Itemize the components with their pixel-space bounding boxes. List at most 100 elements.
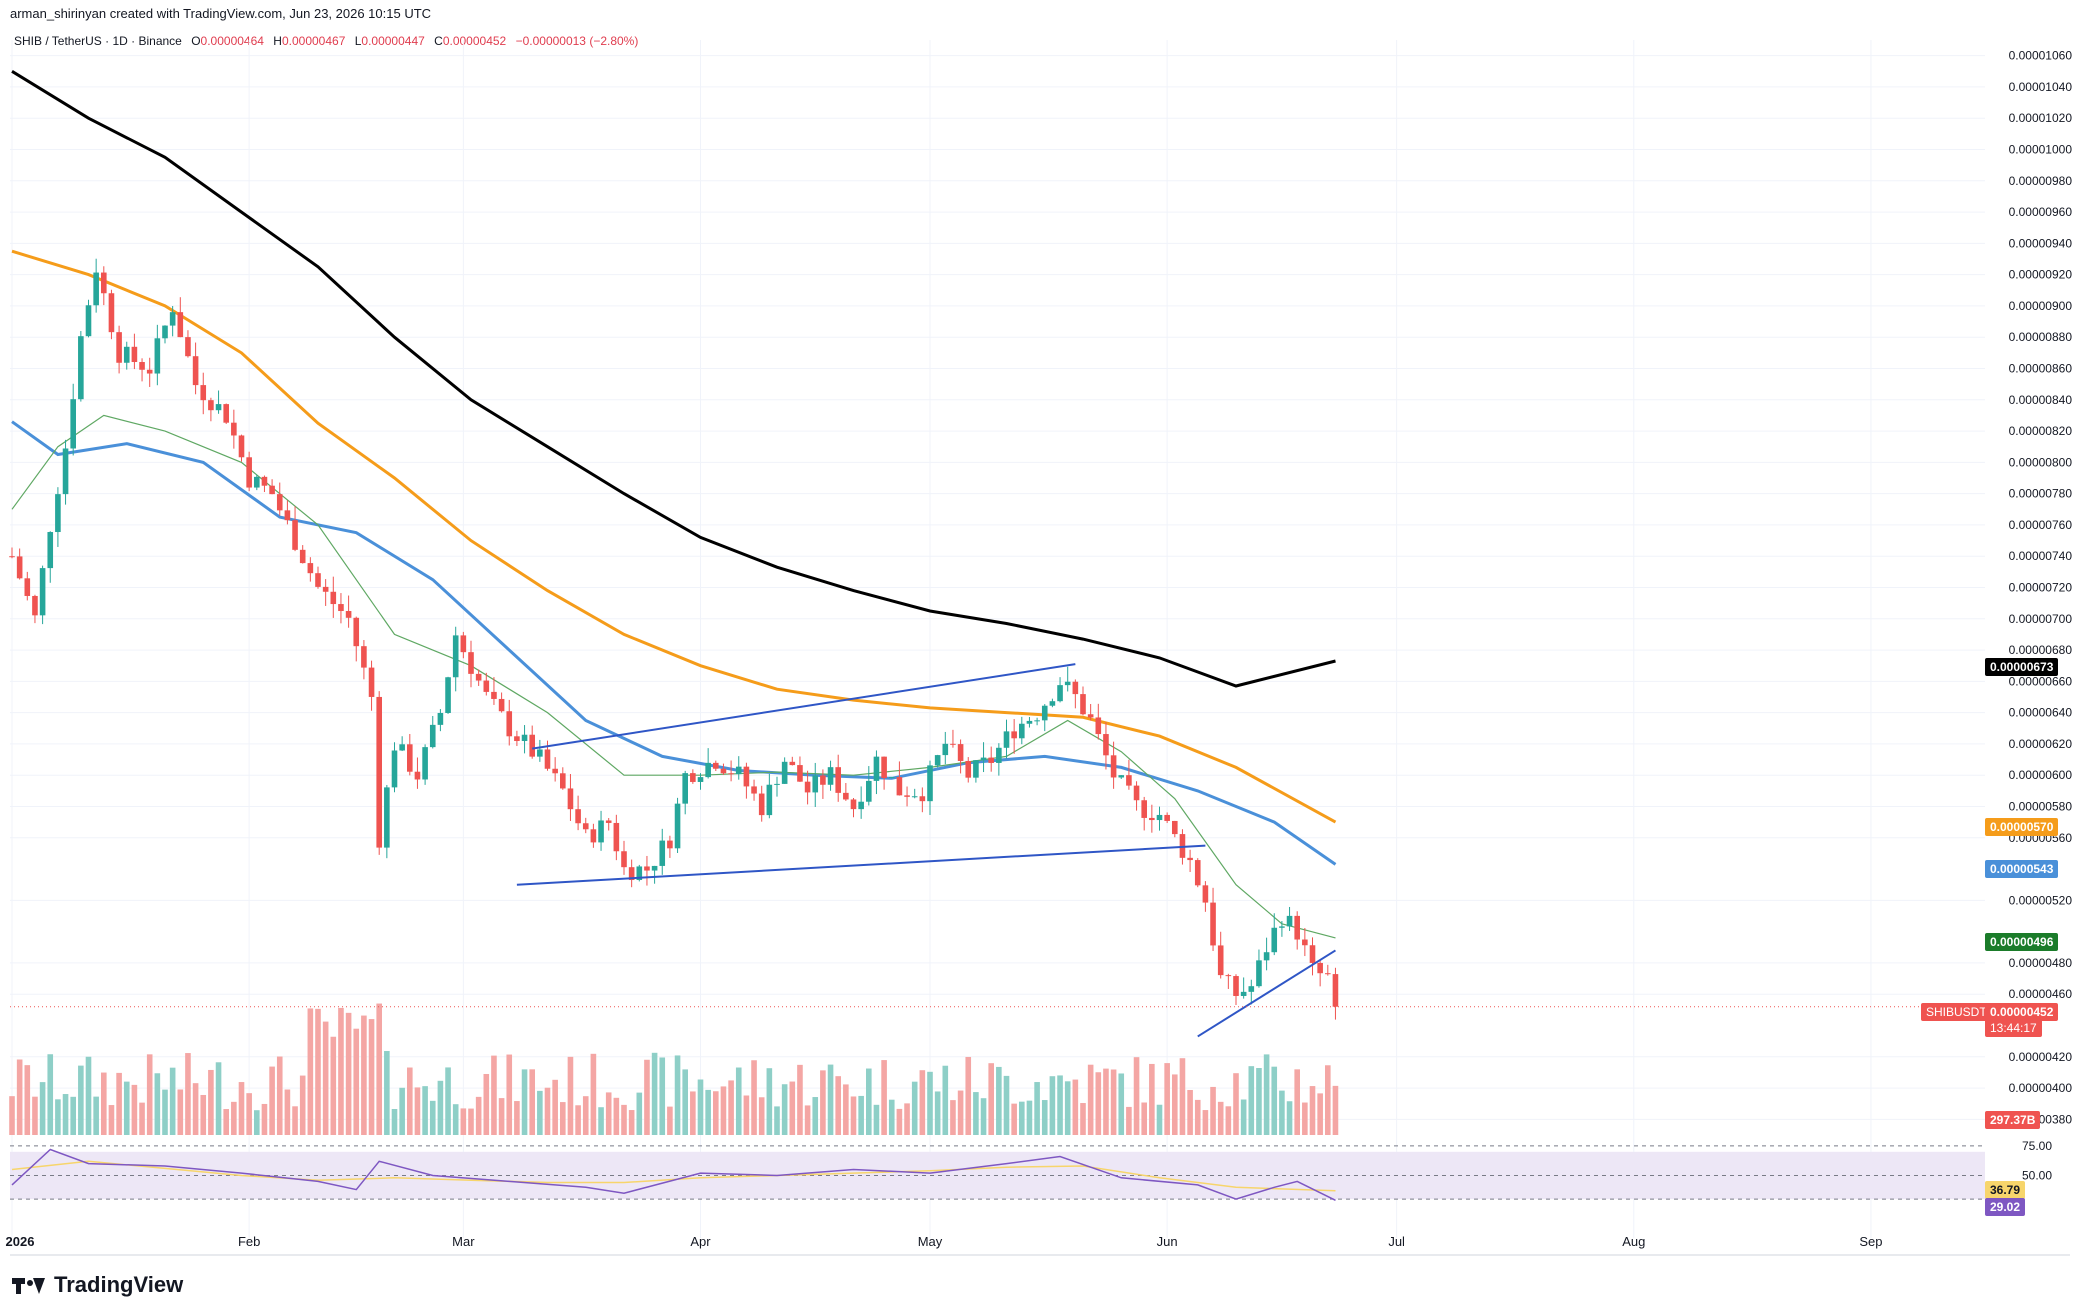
- candle-body: [544, 749, 551, 769]
- ma20-price-tag: 0.00000496: [1985, 933, 2059, 951]
- y-axis-tick-label: 0.00001000: [2009, 143, 2073, 157]
- candle-body: [1332, 974, 1339, 1007]
- volume-bar: [1118, 1073, 1125, 1135]
- candle-body: [789, 761, 796, 766]
- volume-bar: [169, 1067, 176, 1135]
- volume-bar: [368, 1019, 375, 1135]
- volume-bar: [445, 1067, 451, 1135]
- candle-body: [1279, 926, 1285, 928]
- chart-credit: arman_shirinyan created with TradingView…: [10, 6, 432, 21]
- volume-bar: [690, 1091, 696, 1135]
- volume-bar: [988, 1063, 994, 1135]
- volume-bar: [644, 1059, 650, 1135]
- candle-body: [475, 673, 482, 681]
- volume-bar: [1309, 1086, 1316, 1135]
- candle-body: [1164, 814, 1170, 821]
- volume-bar: [789, 1081, 796, 1135]
- volume-bar: [1225, 1106, 1232, 1135]
- volume-bar: [246, 1093, 252, 1135]
- candle-body: [1149, 817, 1155, 821]
- candle-body: [1156, 814, 1163, 821]
- low-label: L: [354, 34, 362, 48]
- candle-body: [269, 485, 275, 495]
- candle-body: [261, 476, 268, 486]
- countdown-tag: 13:44:17: [1985, 1019, 2042, 1037]
- volume-bar: [858, 1095, 864, 1135]
- volume-bar: [965, 1056, 972, 1135]
- volume-bar: [498, 1098, 505, 1135]
- candle-body: [927, 765, 933, 802]
- candle-body: [246, 457, 252, 488]
- y-axis-tick-label: 0.00000720: [2009, 581, 2073, 595]
- candle-body: [590, 829, 597, 843]
- symbol-label[interactable]: SHIB / TetherUS · 1D · Binance: [14, 34, 182, 48]
- candle-body: [781, 761, 788, 784]
- candle-body: [123, 346, 130, 363]
- volume-bar: [123, 1081, 130, 1135]
- x-axis-tick-label: Apr: [690, 1234, 711, 1249]
- candle-body: [338, 604, 344, 612]
- candle-body: [131, 346, 138, 363]
- volume-bar: [16, 1059, 23, 1135]
- candle-body: [567, 788, 574, 810]
- volume-bar: [361, 1015, 367, 1135]
- volume-bar: [720, 1086, 727, 1135]
- volume-bar: [215, 1062, 222, 1135]
- candle-body: [896, 777, 903, 796]
- volume-bar: [32, 1096, 38, 1135]
- volume-bar: [284, 1089, 291, 1135]
- volume-bar: [154, 1073, 161, 1135]
- volume-bar: [605, 1092, 612, 1135]
- volume-bar: [1057, 1075, 1063, 1135]
- candle-body: [988, 757, 994, 763]
- y-axis-tick-label: 0.00000780: [2009, 487, 2073, 501]
- tradingview-icon: [12, 1276, 46, 1294]
- volume-bar: [1256, 1067, 1262, 1135]
- y-axis-tick-label: 0.00000900: [2009, 299, 2073, 313]
- volume-bar: [636, 1092, 643, 1135]
- volume-bar: [1271, 1066, 1278, 1135]
- volume-bar: [697, 1079, 704, 1135]
- volume-bar: [957, 1090, 964, 1135]
- volume-bar: [292, 1106, 298, 1135]
- volume-bar: [996, 1066, 1002, 1135]
- rsi-ma-line: [11, 1160, 1336, 1192]
- volume-bar: [177, 1089, 184, 1135]
- volume-bar: [1302, 1102, 1308, 1135]
- candle-body: [636, 866, 643, 881]
- candle-body: [659, 840, 666, 866]
- x-axis-tick-label: Feb: [238, 1234, 260, 1249]
- volume-bar: [651, 1052, 658, 1135]
- close-label: C: [434, 34, 443, 48]
- volume-bar: [1103, 1068, 1109, 1135]
- volume-bar: [24, 1065, 31, 1135]
- candle-body: [728, 773, 734, 775]
- candle-body: [804, 781, 811, 793]
- volume-bar: [537, 1090, 543, 1135]
- candle-body: [284, 510, 291, 521]
- volume-bar: [628, 1110, 635, 1135]
- tradingview-logo[interactable]: TradingView: [12, 1272, 183, 1298]
- candle-body: [299, 549, 306, 564]
- candle-body: [169, 312, 176, 326]
- candle-body: [735, 766, 742, 775]
- volume-bar: [1011, 1103, 1017, 1135]
- candle-body: [231, 422, 237, 436]
- volume-bar: [162, 1089, 168, 1135]
- volume-bar: [1041, 1100, 1048, 1135]
- candle-body: [552, 768, 558, 774]
- wedge-support-line: [1197, 949, 1336, 1038]
- candle-body: [192, 356, 199, 386]
- low-value: 0.00000447: [361, 34, 425, 48]
- candle-body: [613, 822, 620, 852]
- candle-body: [139, 362, 145, 370]
- volume-bar: [468, 1108, 474, 1135]
- y-axis-tick-label: 0.00000960: [2009, 205, 2073, 219]
- volume-bar: [1325, 1065, 1331, 1135]
- candle-body: [414, 771, 421, 780]
- candle-body: [996, 747, 1002, 763]
- candle-body: [1026, 720, 1033, 724]
- candle-body: [200, 385, 207, 401]
- candle-body: [108, 293, 115, 333]
